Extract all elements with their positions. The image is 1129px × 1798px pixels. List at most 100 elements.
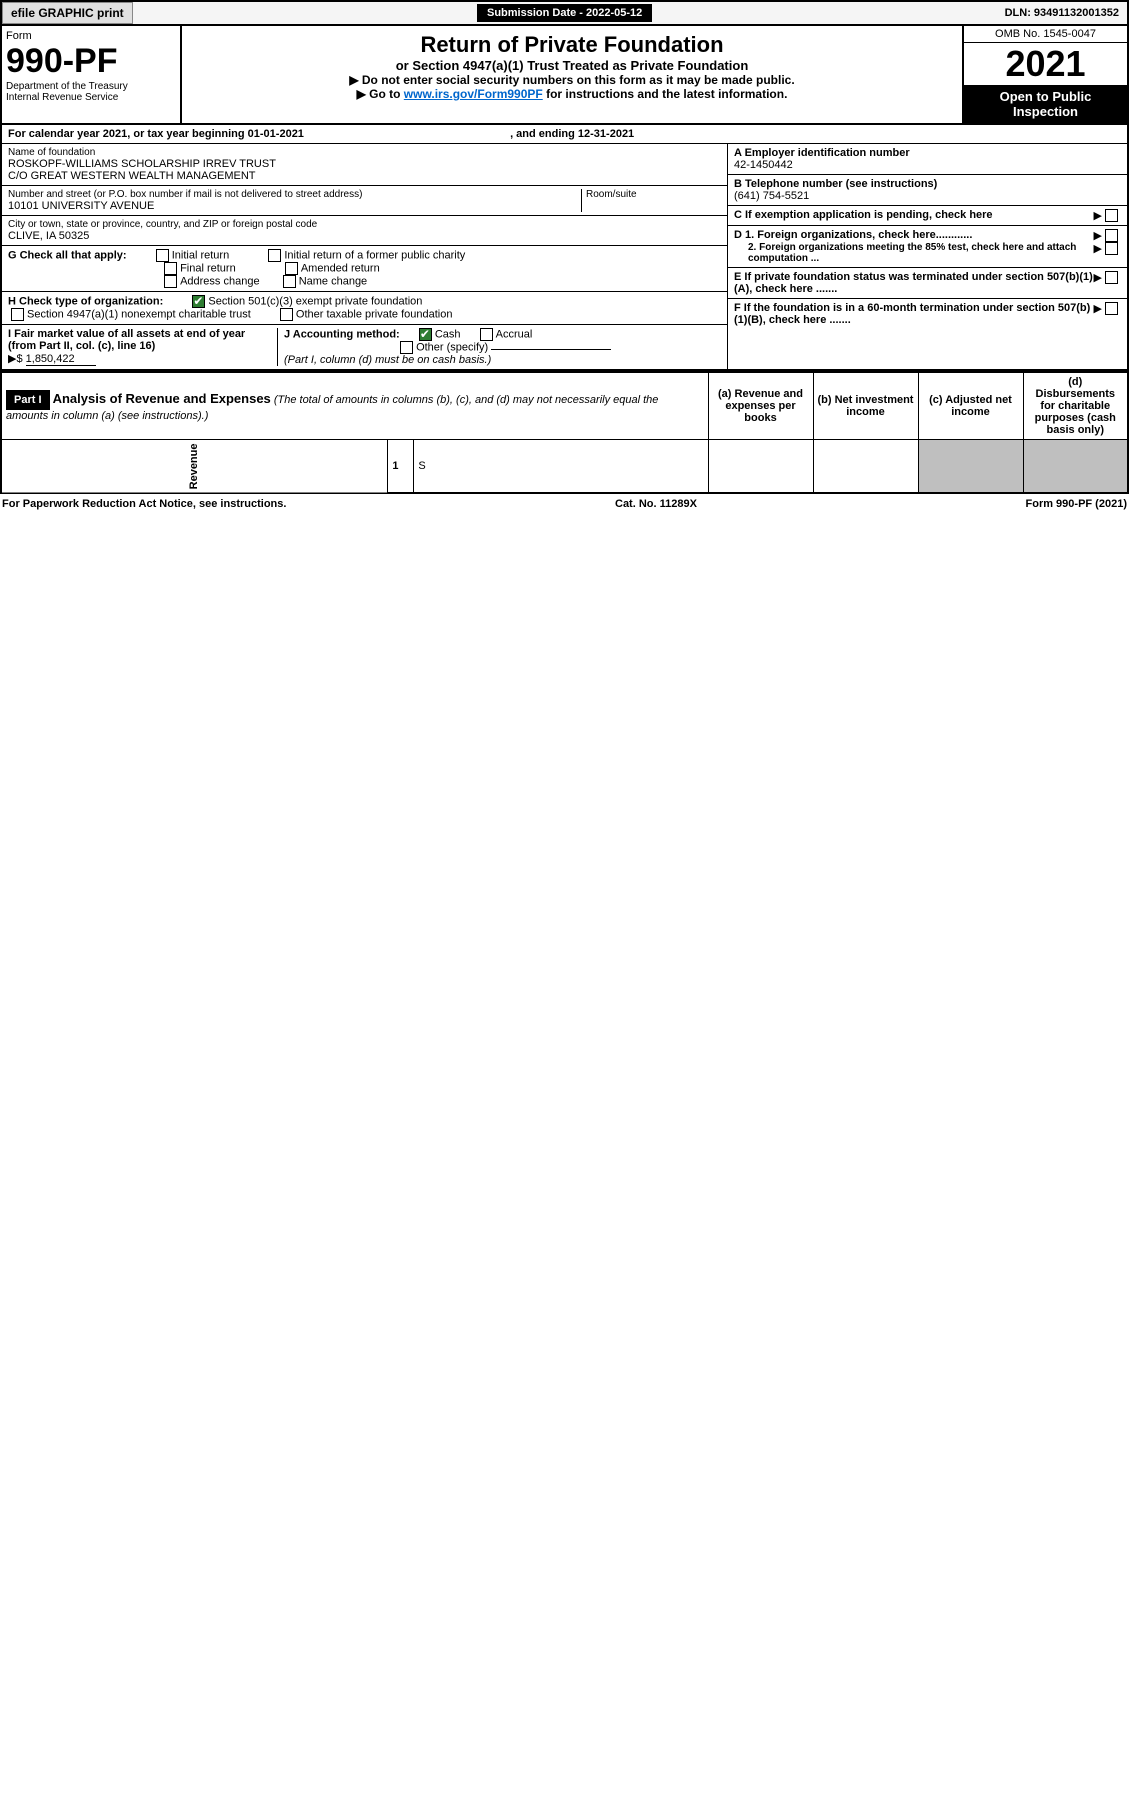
g-label: G Check all that apply: xyxy=(8,249,127,261)
chk-4947[interactable] xyxy=(11,308,24,321)
chk-c[interactable] xyxy=(1105,209,1118,222)
name-label: Name of foundation xyxy=(8,147,721,158)
dln-label: DLN: 93491132001352 xyxy=(997,4,1127,22)
chk-d1[interactable] xyxy=(1105,229,1118,242)
footer-right: Form 990-PF (2021) xyxy=(1026,498,1127,510)
chk-e[interactable] xyxy=(1105,271,1118,284)
chk-f[interactable] xyxy=(1105,302,1118,315)
ij-block: I Fair market value of all assets at end… xyxy=(2,325,727,369)
addr-label: Number and street (or P.O. box number if… xyxy=(8,189,581,200)
c-label: C If exemption application is pending, c… xyxy=(734,209,1094,221)
j-note: (Part I, column (d) must be on cash basi… xyxy=(284,354,491,366)
footer-right-text: Form 990-PF (2021) xyxy=(1026,498,1127,510)
chk-cash[interactable] xyxy=(419,328,432,341)
dept-line2: Internal Revenue Service xyxy=(6,92,176,103)
d1-arrow: ▶ xyxy=(1094,229,1102,242)
part1-title: Analysis of Revenue and Expenses xyxy=(53,391,271,406)
city-label: City or town, state or province, country… xyxy=(8,219,721,230)
form-id-block: Form 990-PF Department of the Treasury I… xyxy=(2,26,182,123)
form-top: Form 990-PF Department of the Treasury I… xyxy=(0,26,1129,125)
dept-line1: Department of the Treasury xyxy=(6,81,176,92)
form990pf-link[interactable]: www.irs.gov/Form990PF xyxy=(404,87,543,101)
form-number: 990-PF xyxy=(6,42,176,81)
ein-cell: A Employer identification number 42-1450… xyxy=(728,144,1127,175)
submission-date: Submission Date - 2022-05-12 xyxy=(477,4,652,22)
chk-501c3[interactable] xyxy=(192,295,205,308)
h-check-block: H Check type of organization: Section 50… xyxy=(2,292,727,325)
room-label: Room/suite xyxy=(586,189,721,200)
page-footer: For Paperwork Reduction Act Notice, see … xyxy=(0,494,1129,514)
chk-initial-former[interactable] xyxy=(268,249,281,262)
part1-header: Part I xyxy=(6,390,50,410)
city-value: CLIVE, IA 50325 xyxy=(8,230,721,242)
chk-d2[interactable] xyxy=(1105,242,1118,255)
d2-label: 2. Foreign organizations meeting the 85%… xyxy=(734,242,1094,264)
phone-cell: B Telephone number (see instructions) (6… xyxy=(728,175,1127,206)
d1-label: D 1. Foreign organizations, check here..… xyxy=(734,229,1094,241)
cell-b xyxy=(813,440,918,493)
cell-c xyxy=(918,440,1023,493)
cal-mid: , and ending xyxy=(510,128,578,140)
opt-other: Other (specify) xyxy=(416,341,488,353)
opt-initial: Initial return xyxy=(172,249,229,261)
row-num: 1 xyxy=(388,440,414,493)
opt-4947: Section 4947(a)(1) nonexempt charitable … xyxy=(27,308,251,320)
a-value: 42-1450442 xyxy=(734,159,1121,171)
opt-accrual: Accrual xyxy=(496,328,533,340)
efile-print-button[interactable]: efile GRAPHIC print xyxy=(2,2,133,24)
opt-namechg: Name change xyxy=(299,275,368,287)
calendar-year-row: For calendar year 2021, or tax year begi… xyxy=(0,125,1129,144)
addr-value: 10101 UNIVERSITY AVENUE xyxy=(8,200,581,212)
chk-initial-return[interactable] xyxy=(156,249,169,262)
bullet-2-pre: ▶ Go to xyxy=(357,87,404,101)
table-row: Revenue1S xyxy=(1,440,1128,493)
e-label: E If private foundation status was termi… xyxy=(734,271,1094,295)
f-cell: F If the foundation is in a 60-month ter… xyxy=(728,299,1127,329)
chk-final-return[interactable] xyxy=(164,262,177,275)
col-c-hdr: (c) Adjusted net income xyxy=(918,372,1023,440)
c-arrow: ▶ xyxy=(1094,209,1102,222)
chk-amended[interactable] xyxy=(285,262,298,275)
i-arrow: ▶$ xyxy=(8,353,23,365)
chk-other-method[interactable] xyxy=(400,341,413,354)
i-label: I Fair market value of all assets at end… xyxy=(8,328,245,352)
h-label: H Check type of organization: xyxy=(8,295,163,307)
footer-left: For Paperwork Reduction Act Notice, see … xyxy=(2,498,286,510)
cell-d xyxy=(1023,440,1128,493)
omb-number: OMB No. 1545-0047 xyxy=(964,26,1127,43)
form-label: Form xyxy=(6,30,176,42)
cell-a xyxy=(708,440,813,493)
a-label: A Employer identification number xyxy=(734,147,1121,159)
chk-name-change[interactable] xyxy=(283,275,296,288)
b-label: B Telephone number (see instructions) xyxy=(734,178,1121,190)
col-b-hdr: (b) Net investment income xyxy=(813,372,918,440)
name-line2: C/O GREAT WESTERN WEALTH MANAGEMENT xyxy=(8,170,721,182)
chk-accrual[interactable] xyxy=(480,328,493,341)
info-grid: Name of foundation ROSKOPF-WILLIAMS SCHO… xyxy=(0,144,1129,371)
open-public-label: Open to Public Inspection xyxy=(964,85,1127,123)
footer-mid: Cat. No. 11289X xyxy=(615,498,697,510)
bullet-2-post: for instructions and the latest informat… xyxy=(543,87,788,101)
city-cell: City or town, state or province, country… xyxy=(2,216,727,246)
opt-cash: Cash xyxy=(435,328,461,340)
cal-end: 12-31-2021 xyxy=(578,128,634,140)
address-cell: Number and street (or P.O. box number if… xyxy=(2,186,727,216)
opt-501c3: Section 501(c)(3) exempt private foundat… xyxy=(208,295,422,307)
header-bar: efile GRAPHIC print Submission Date - 20… xyxy=(0,0,1129,26)
side-revenue: Revenue xyxy=(1,440,388,493)
cal-pre: For calendar year 2021, or tax year begi… xyxy=(8,128,248,140)
col-a-hdr: (a) Revenue and expenses per books xyxy=(708,372,813,440)
opt-final: Final return xyxy=(180,262,236,274)
form-subtitle: or Section 4947(a)(1) Trust Treated as P… xyxy=(188,58,956,73)
info-left: Name of foundation ROSKOPF-WILLIAMS SCHO… xyxy=(2,144,727,369)
opt-addrchg: Address change xyxy=(180,275,260,287)
g-check-block: G Check all that apply: Initial return I… xyxy=(2,246,727,292)
chk-addr-change[interactable] xyxy=(164,275,177,288)
info-right: A Employer identification number 42-1450… xyxy=(727,144,1127,369)
i-value: 1,850,422 xyxy=(26,353,96,366)
analysis-table: Part I Analysis of Revenue and Expenses … xyxy=(0,371,1129,494)
cal-begin: 01-01-2021 xyxy=(248,128,304,140)
chk-other-tax[interactable] xyxy=(280,308,293,321)
bullet-2: ▶ Go to www.irs.gov/Form990PF for instru… xyxy=(188,87,956,101)
year-block: OMB No. 1545-0047 2021 Open to Public In… xyxy=(962,26,1127,123)
